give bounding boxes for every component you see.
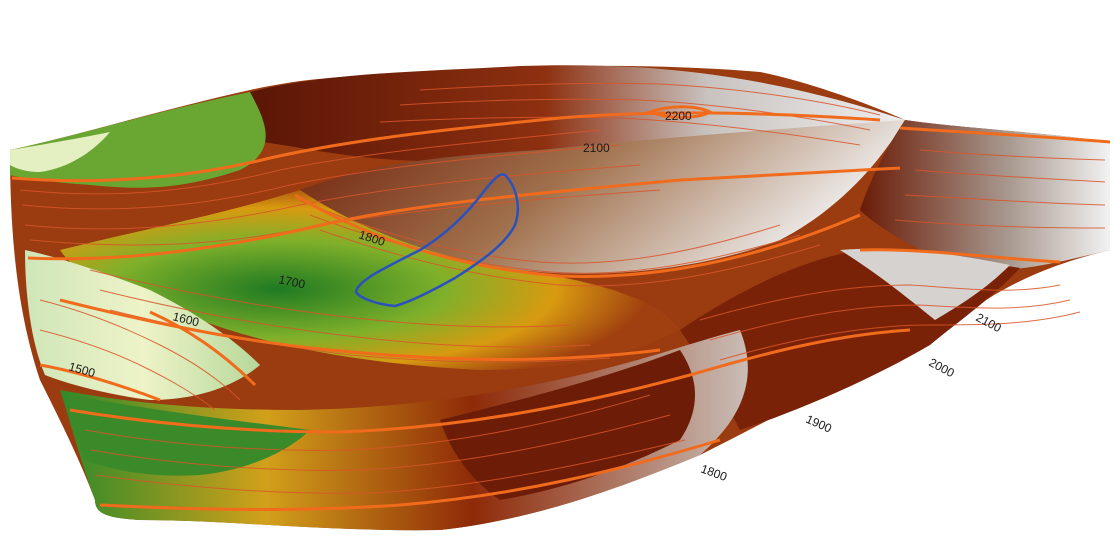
central-ridge [300, 120, 905, 274]
low-plain [25, 250, 260, 400]
minor-contours [19, 82, 1106, 494]
valley-floor [60, 190, 680, 370]
left-upland-pale [10, 132, 110, 172]
front-green-band [70, 395, 310, 476]
contour-label-2100-right: 2100 [974, 310, 1004, 335]
right-mid-peak [840, 248, 1010, 320]
front-dark-band [440, 350, 695, 500]
contour-label-2100-top: 2100 [583, 141, 610, 155]
contour-label-1900-right: 1900 [804, 412, 834, 436]
study-area-outline[interactable] [354, 173, 520, 308]
contour-label-2000-right: 2000 [927, 355, 957, 380]
major-contours [11, 105, 1111, 512]
left-upland [10, 92, 266, 188]
contour-label-1600: 1600 [171, 309, 201, 329]
contour-label-1800-right: 1800 [699, 462, 729, 484]
contour-label-2200: 2200 [665, 109, 692, 123]
contour-label-1700: 1700 [277, 272, 306, 291]
